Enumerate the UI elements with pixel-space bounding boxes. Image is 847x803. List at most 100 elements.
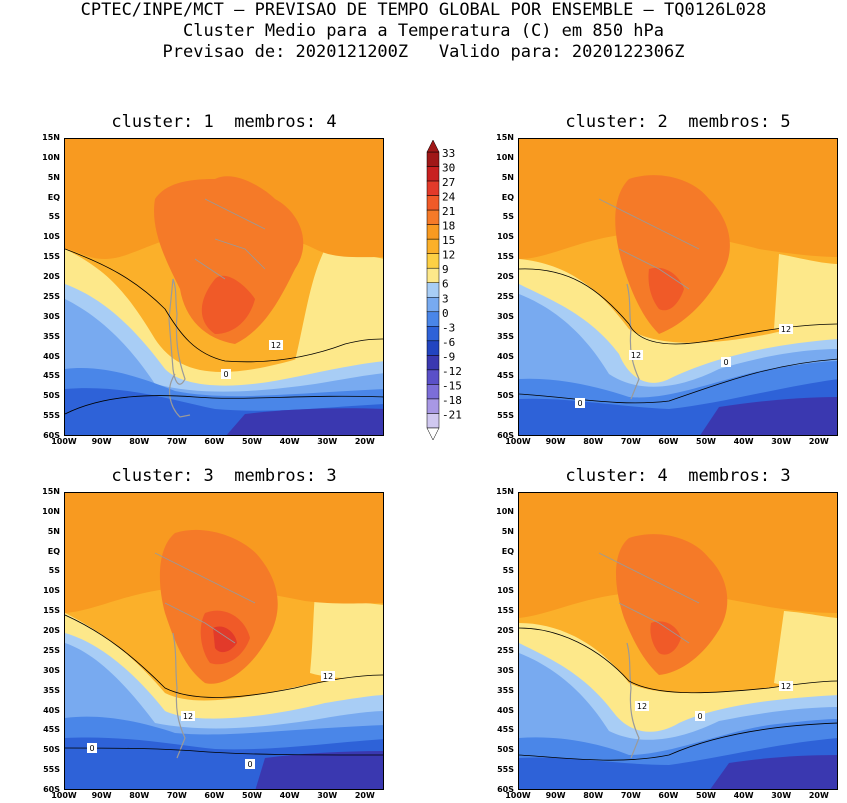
lon-tick-label: 100W [505, 791, 531, 800]
lat-tick-label: 30S [497, 311, 514, 321]
lat-tick-label: 60S [43, 431, 60, 440]
lat-tick-label: 5N [47, 172, 60, 182]
colorbar-swatch [426, 195, 440, 211]
lon-tick-label: 50W [242, 791, 262, 800]
lat-tick-label: 5N [501, 526, 514, 536]
colorbar-label: -15 [442, 379, 462, 392]
contour-label: 12 [631, 351, 641, 360]
lat-tick-label: 45S [43, 725, 60, 735]
contour-label: 12 [637, 702, 647, 711]
lat-tick-label: 10N [496, 152, 514, 162]
lon-tick-label: 60W [658, 437, 679, 446]
contour-label: 12 [271, 341, 281, 350]
lon-tick-label: 30W [771, 437, 792, 446]
lat-tick-label: EQ [501, 546, 514, 556]
lat-tick-label: 40S [497, 351, 514, 361]
colorbar-label: 30 [442, 162, 455, 175]
colorbar-label: 12 [442, 249, 455, 262]
colorbar-swatch [426, 253, 440, 269]
lat-tick-label: EQ [501, 192, 514, 202]
colorbar-swatch [426, 282, 440, 298]
colorbar-label: 3 [442, 292, 449, 305]
colorbar: 33 30 27 24 21 18 15 12 9 6 3 0 -3 -6 -9 -12 -15 -18 -21 [425, 139, 475, 449]
lat-tick-label: 5S [48, 566, 60, 576]
contour-label: 0 [577, 399, 582, 408]
lon-tick-label: 20W [808, 791, 829, 800]
contour-label: 12 [323, 672, 333, 681]
lat-tick-label: 15S [43, 252, 60, 262]
panel-title: cluster: 3 membros: 3 [111, 466, 337, 486]
lat-tick-label: 20S [43, 626, 60, 636]
temperature-map: 12 12 0 [518, 492, 838, 790]
lat-tick-label: 40S [43, 351, 60, 361]
lon-tick-label: 70W [620, 437, 641, 446]
colorbar-label: 18 [442, 220, 455, 233]
contour-label: 0 [247, 760, 252, 769]
colorbar-swatch [426, 340, 440, 356]
lat-tick-label: 15S [43, 606, 60, 616]
contour-label: 12 [781, 682, 791, 691]
map-canvas: 12 12 0 [519, 493, 837, 789]
colorbar-swatch [426, 384, 440, 400]
colorbar-max-arrow [426, 139, 440, 153]
lat-tick-label: 5N [47, 526, 60, 536]
lon-tick-label: 80W [129, 437, 150, 446]
lon-tick-label: 70W [620, 791, 641, 800]
lon-tick-label: 40W [733, 437, 754, 446]
lat-tick-label: 5N [501, 172, 514, 182]
lon-tick-label: 20W [354, 791, 375, 800]
lat-tick-label: 35S [43, 331, 60, 341]
lat-tick-label: 55S [43, 765, 60, 775]
lon-tick-label: 100W [51, 437, 77, 446]
colorbar-swatch [426, 224, 440, 240]
lat-tick-label: 15S [497, 252, 514, 262]
lat-tick-label: 60S [497, 431, 514, 440]
lat-tick-label: 50S [497, 745, 514, 755]
colorbar-swatch [426, 151, 440, 167]
colorbar-swatch [426, 267, 440, 283]
colorbar-swatch [426, 180, 440, 196]
colorbar-swatch [426, 209, 440, 225]
lon-tick-label: 50W [242, 437, 262, 446]
colorbar-label: 24 [442, 191, 456, 204]
lat-tick-label: 15S [497, 606, 514, 616]
lat-tick-label: 30S [43, 311, 60, 321]
contour-label: 12 [781, 325, 791, 334]
lat-tick-label: EQ [47, 192, 60, 202]
lat-tick-label: 50S [43, 745, 60, 755]
lat-tick-label: 15N [496, 487, 514, 496]
lon-tick-label: 40W [279, 437, 300, 446]
lon-tick-label: 40W [279, 791, 300, 800]
temperature-map: 12 12 0 0 [64, 492, 384, 790]
lon-tick-label: 70W [166, 437, 187, 446]
lat-tick-label: 45S [497, 371, 514, 381]
colorbar-label: 15 [442, 234, 455, 247]
lat-tick-label: 45S [43, 371, 60, 381]
panel-title: cluster: 2 membros: 5 [565, 112, 791, 132]
colorbar-swatch [426, 238, 440, 254]
lon-tick-label: 80W [583, 437, 604, 446]
header-line2: Cluster Medio para a Temperatura (C) em … [182, 21, 665, 41]
lat-tick-label: 20S [43, 272, 60, 282]
header-line1: CPTEC/INPE/MCT – PREVISAO DE TEMPO GLOBA… [80, 0, 767, 20]
lat-tick-label: 10N [42, 506, 60, 516]
lat-tick-label: 30S [497, 665, 514, 675]
colorbar-label: 27 [442, 176, 455, 189]
lat-tick-label: 35S [43, 685, 60, 695]
lat-tick-label: 25S [43, 291, 60, 301]
lon-tick-label: 20W [354, 437, 375, 446]
colorbar-label: 9 [442, 263, 449, 276]
lat-tick-label: 30S [43, 665, 60, 675]
colorbar-swatch [426, 297, 440, 313]
lon-tick-label: 40W [733, 791, 754, 800]
lat-tick-label: 5S [502, 212, 514, 222]
colorbar-swatch [426, 398, 440, 414]
lat-tick-label: 35S [497, 331, 514, 341]
lon-tick-label: 70W [166, 791, 187, 800]
map-canvas: 12 12 0 0 [65, 493, 383, 789]
colorbar-label: 6 [442, 278, 449, 291]
lat-tick-label: 25S [43, 645, 60, 655]
lon-tick-label: 90W [91, 791, 112, 800]
lat-tick-label: 45S [497, 725, 514, 735]
contour-label: 0 [723, 358, 728, 367]
